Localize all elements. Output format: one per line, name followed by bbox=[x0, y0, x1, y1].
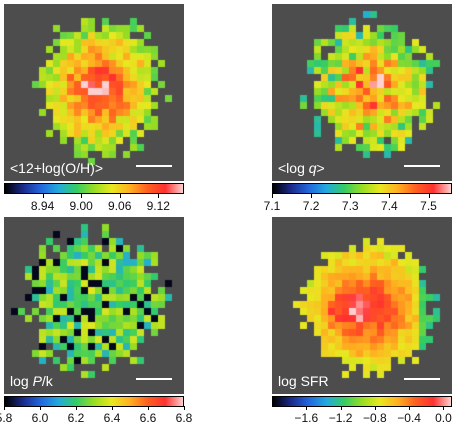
colorbar-ticks-sfr: −1.6 −1.2 −0.8 −0.4 0.0 bbox=[272, 406, 452, 425]
colorbar-tick-mark bbox=[272, 194, 273, 198]
panel-label-ionization: <log q> bbox=[278, 160, 325, 176]
panel-metallicity: <12+log(O/H)> bbox=[4, 4, 184, 181]
colorbar-tick-label: −0.8 bbox=[362, 411, 387, 425]
colorbar-ticks-pressure: 5.8 6.0 6.2 6.4 6.6 6.8 bbox=[0, 406, 192, 425]
colorbar-pressure bbox=[4, 396, 184, 407]
panel-ionization: <log q> bbox=[272, 4, 452, 181]
colorbar-tick-label: 7.1 bbox=[263, 199, 281, 213]
panel-pressure: log P/k bbox=[4, 217, 184, 394]
colorbar-tick-label: −1.6 bbox=[294, 411, 319, 425]
colorbar-tick-mark bbox=[76, 406, 77, 410]
colorbar-tick-mark bbox=[119, 194, 121, 198]
colorbar-tick-mark bbox=[4, 406, 5, 410]
colorbar-tick-mark bbox=[350, 194, 352, 198]
colorbar-tick-mark bbox=[112, 406, 113, 410]
colorbar-tick-label: 8.94 bbox=[30, 199, 55, 213]
colorbar-sfr bbox=[272, 396, 452, 407]
colorbar-ticks-metallicity: 8.94 9.00 9.06 9.12 bbox=[4, 194, 184, 213]
colorbar-tick-mark bbox=[81, 194, 83, 198]
colorbar-tick-label: 7.2 bbox=[302, 199, 320, 213]
colorbar-tick-mark bbox=[42, 194, 44, 198]
colorbar-tick-label: 7.3 bbox=[341, 199, 359, 213]
scale-bar bbox=[136, 378, 172, 380]
colorbar-ionization bbox=[272, 183, 452, 194]
colorbar-tick-mark bbox=[184, 406, 185, 410]
colorbar-tick-mark bbox=[306, 406, 308, 410]
colorbar-tick-mark bbox=[428, 194, 430, 198]
pressure-map bbox=[4, 217, 184, 394]
colorbar-tick-mark bbox=[389, 194, 391, 198]
colorbar-metallicity bbox=[4, 183, 184, 194]
colorbar-tick-label: 6.6 bbox=[139, 411, 157, 425]
scale-bar bbox=[404, 165, 440, 167]
colorbar-tick-label: 7.5 bbox=[420, 199, 437, 213]
colorbar-tick-label: 6.4 bbox=[103, 411, 121, 425]
colorbar-tick-mark bbox=[311, 194, 313, 198]
colorbar-tick-label: 6.2 bbox=[67, 411, 85, 425]
colorbar-tick-label: −0.4 bbox=[397, 411, 421, 425]
panel-sfr: log SFR bbox=[272, 217, 452, 394]
colorbar-tick-label: 9.12 bbox=[146, 199, 170, 213]
colorbar-ticks-ionization: 7.1 7.2 7.3 7.4 7.5 bbox=[264, 194, 452, 213]
panel-label-pressure: log P/k bbox=[10, 373, 53, 389]
colorbar-tick-label: 6.0 bbox=[31, 411, 49, 425]
colorbar-tick-label: 5.8 bbox=[0, 411, 13, 425]
colorbar-tick-mark bbox=[340, 406, 342, 410]
scale-bar bbox=[136, 165, 172, 167]
colorbar-tick-mark bbox=[374, 406, 376, 410]
colorbar-tick-label: 6.8 bbox=[175, 411, 193, 425]
sfr-map bbox=[272, 217, 452, 394]
colorbar-tick-label: 9.00 bbox=[69, 199, 93, 213]
colorbar-tick-mark bbox=[409, 406, 411, 410]
metallicity-map bbox=[4, 4, 184, 181]
colorbar-tick-label: −1.2 bbox=[328, 411, 353, 425]
panel-label-metallicity: <12+log(O/H)> bbox=[10, 160, 103, 176]
colorbar-tick-mark bbox=[40, 406, 41, 410]
ionization-map bbox=[272, 4, 452, 181]
colorbar-tick-label: 9.06 bbox=[108, 199, 132, 213]
panel-label-sfr: log SFR bbox=[278, 373, 329, 389]
colorbar-tick-mark bbox=[158, 194, 160, 198]
colorbar-tick-mark bbox=[443, 406, 445, 410]
colorbar-tick-mark bbox=[148, 406, 149, 410]
colorbar-tick-label: 7.4 bbox=[381, 199, 398, 213]
colorbar-tick-label: 0.0 bbox=[435, 411, 452, 425]
scale-bar bbox=[404, 378, 440, 380]
